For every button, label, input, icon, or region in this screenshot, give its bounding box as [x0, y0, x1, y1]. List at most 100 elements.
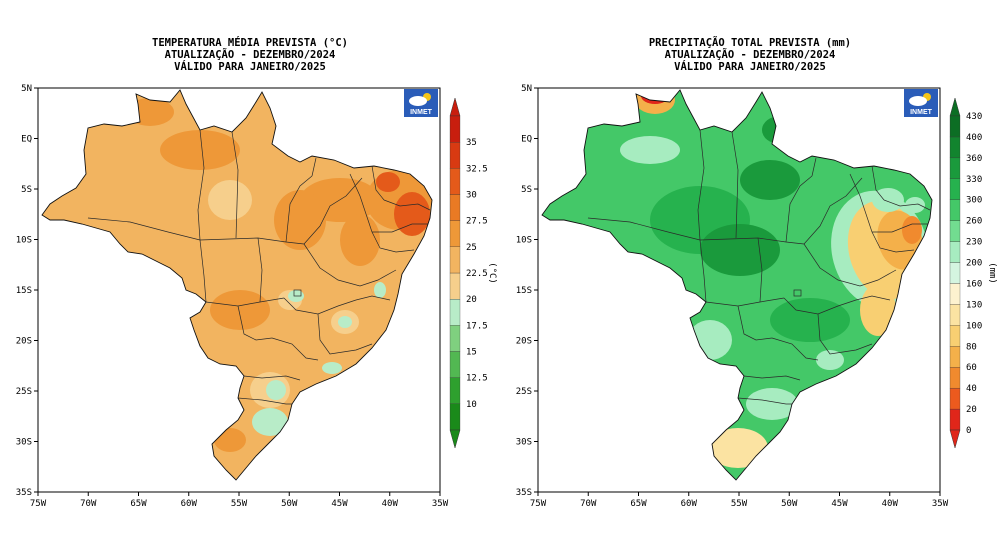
colorbar-label: 130 [966, 300, 982, 310]
lon-tick-label: 65W [630, 499, 647, 509]
lat-tick-label: 5S [21, 185, 32, 195]
cold-zone [252, 408, 288, 436]
colorbar-segment [449, 325, 461, 352]
state-border [231, 131, 239, 239]
state-border [587, 217, 701, 241]
state-border [303, 243, 397, 287]
colorbar-segment [449, 246, 461, 274]
federal-district-border [793, 289, 802, 297]
country-border [41, 89, 433, 481]
wet-zone [700, 224, 780, 276]
colorbar-label: 200 [966, 259, 982, 269]
logo-text: INMET [910, 109, 933, 116]
hot-zone [376, 172, 400, 192]
colorbar-label: 30 [466, 191, 477, 201]
state-border [731, 131, 739, 239]
lat-tick-label: 25S [16, 387, 32, 397]
lat-tick-label: 5N [21, 84, 32, 94]
logo-text: INMET [410, 109, 433, 116]
lat-tick-label: 30S [16, 438, 32, 448]
state-border [285, 175, 313, 243]
colorbar-label: 25 [466, 243, 477, 253]
map-frame [37, 87, 441, 493]
colorbar-segment [449, 115, 461, 143]
state-border [199, 237, 305, 245]
lat-tick-label: 5S [521, 185, 532, 195]
colorbar-label: 400 [966, 133, 982, 143]
state-border [883, 199, 931, 211]
light-zone [816, 350, 844, 370]
lat-tick-label: 5N [521, 84, 532, 94]
state-border [811, 157, 817, 177]
colorbar-segment [449, 403, 461, 431]
title-line-2: ATUALIZAÇÃO - DEZEMBRO/2024 [664, 49, 836, 61]
colorbar-label: 32.5 [466, 164, 488, 174]
lon-tick-label: 75W [530, 499, 547, 509]
title-line-3: VÁLIDO PARA JANEIRO/2025 [174, 61, 326, 73]
lon-tick-label: 45W [331, 499, 348, 509]
colorbar-label: 230 [966, 238, 982, 248]
lon-tick-label: 75W [30, 499, 47, 509]
lon-tick-label: 60W [181, 499, 198, 509]
lon-tick-label: 45W [831, 499, 848, 509]
title-line-1: PRECIPITAÇÃO TOTAL PREVISTA (mm) [648, 37, 852, 49]
state-border [237, 305, 273, 341]
colorbar-segment [449, 377, 461, 404]
state-border [743, 375, 801, 381]
state-border [383, 199, 431, 211]
cold-zone [338, 316, 352, 328]
colorbar-label: 20 [466, 295, 477, 305]
cold-zone [322, 362, 342, 374]
hot-zone [394, 192, 430, 236]
state-border [757, 237, 763, 303]
cloud-icon [409, 96, 427, 106]
colorbar-label: 330 [966, 175, 982, 185]
country-border [541, 89, 933, 481]
title-line-3: VÁLIDO PARA JANEIRO/2025 [674, 61, 826, 73]
lat-tick-label: 30S [516, 438, 532, 448]
lat-tick-label: 10S [16, 236, 32, 246]
state-border [817, 313, 873, 355]
colorbar-segment [949, 325, 961, 347]
federal-district-border [293, 289, 302, 297]
warm-zone [340, 214, 380, 266]
warm-zone [274, 190, 326, 250]
state-border [872, 223, 928, 233]
colorbar-label: 12.5 [466, 374, 488, 384]
lon-tick-label: 35W [432, 499, 449, 509]
map-frame [537, 87, 941, 493]
state-border [349, 173, 373, 233]
colorbar-label: 430 [966, 112, 982, 122]
title-line-1: TEMPERATURA MÉDIA PREVISTA (°C) [152, 37, 348, 49]
lat-tick-label: 20S [516, 337, 532, 347]
light-zone [872, 188, 904, 212]
light-zone [905, 197, 925, 213]
lat-tick-label: 25S [516, 387, 532, 397]
colorbar-unit: (°C) [487, 262, 497, 284]
state-border [371, 231, 415, 253]
state-border [257, 237, 263, 303]
title-line-2: ATUALIZAÇÃO - DEZEMBRO/2024 [164, 49, 336, 61]
state-border [205, 297, 285, 307]
state-border [372, 223, 428, 233]
wet-zone [770, 298, 850, 342]
colorbar-label: 0 [966, 426, 971, 436]
state-border [355, 295, 391, 301]
colorbar-segment [949, 304, 961, 326]
colorbar-segment [949, 136, 961, 159]
state-border [737, 397, 792, 405]
state-border [317, 313, 373, 355]
colorbar-label: 300 [966, 196, 982, 206]
colorbar-label: 260 [966, 217, 982, 227]
colorbar-label: 80 [966, 342, 977, 352]
state-border [697, 129, 705, 241]
colorbar-segment [949, 262, 961, 284]
light-zone [746, 388, 798, 420]
lat-tick-label: 20S [16, 337, 32, 347]
state-border [803, 177, 863, 245]
cool-zone [208, 180, 252, 220]
state-border [705, 297, 785, 307]
lon-tick-label: 40W [382, 499, 399, 509]
state-border [849, 173, 873, 233]
